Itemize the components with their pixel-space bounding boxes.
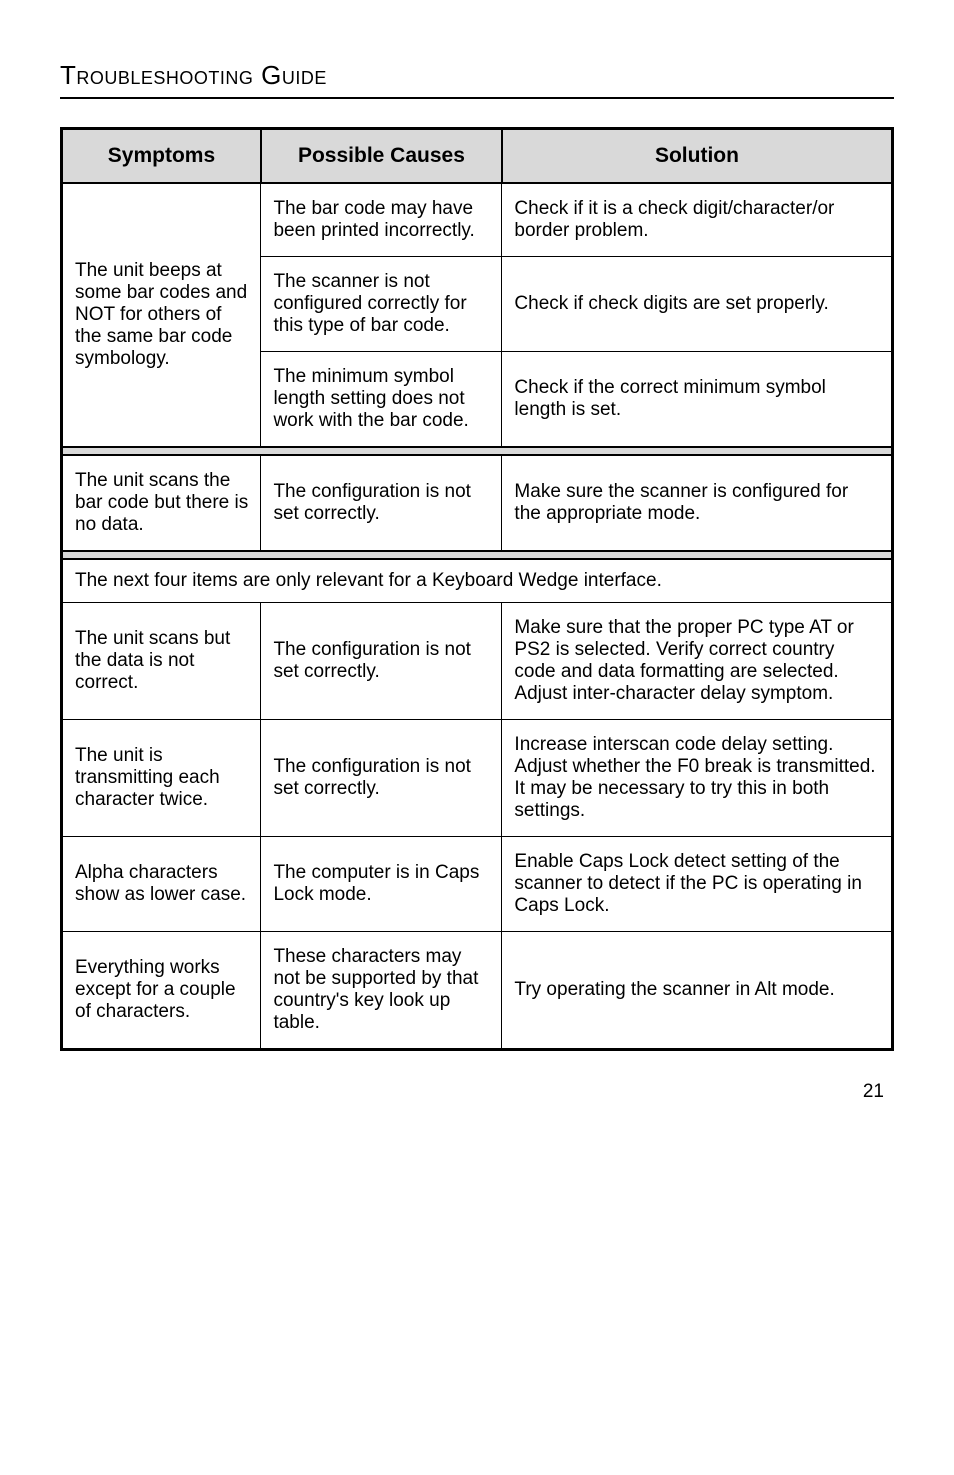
cell-symptom: Everything works except for a couple of … [62, 932, 261, 1050]
table-header-row: Symptoms Possible Causes Solution [62, 129, 893, 184]
cell-cause: These characters may not be supported by… [261, 932, 502, 1050]
table-row: The unit beeps at some bar codes and NOT… [62, 183, 893, 257]
table-spacer [62, 447, 893, 455]
cell-solution: Check if it is a check digit/character/o… [502, 183, 893, 257]
col-header-solution: Solution [502, 129, 893, 184]
table-spacer [62, 551, 893, 559]
table-row: The unit scans the bar code but there is… [62, 455, 893, 551]
cell-solution: Increase interscan code delay setting. A… [502, 720, 893, 837]
cell-cause: The configuration is not set correctly. [261, 720, 502, 837]
cell-symptom: Alpha characters show as lower case. [62, 837, 261, 932]
cell-solution: Make sure that the proper PC type AT or … [502, 603, 893, 720]
table-row: The unit scans but the data is not corre… [62, 603, 893, 720]
table-row: Everything works except for a couple of … [62, 932, 893, 1050]
section-note: The next four items are only relevant fo… [62, 559, 893, 603]
cell-cause: The minimum symbol length setting does n… [261, 352, 502, 448]
cell-cause: The bar code may have been printed incor… [261, 183, 502, 257]
troubleshooting-table: Symptoms Possible Causes Solution The un… [60, 127, 894, 1051]
page-title: Troubleshooting Guide [60, 60, 894, 99]
col-header-symptoms: Symptoms [62, 129, 261, 184]
cell-solution: Check if the correct minimum symbol leng… [502, 352, 893, 448]
cell-cause: The configuration is not set correctly. [261, 603, 502, 720]
cell-solution: Check if check digits are set properly. [502, 257, 893, 352]
col-header-causes: Possible Causes [261, 129, 502, 184]
cell-solution: Enable Caps Lock detect setting of the s… [502, 837, 893, 932]
table-row: The unit is transmitting each character … [62, 720, 893, 837]
cell-cause: The computer is in Caps Lock mode. [261, 837, 502, 932]
cell-solution: Make sure the scanner is configured for … [502, 455, 893, 551]
table-row: Alpha characters show as lower case. The… [62, 837, 893, 932]
cell-solution: Try operating the scanner in Alt mode. [502, 932, 893, 1050]
page-number: 21 [60, 1081, 894, 1103]
cell-symptom: The unit is transmitting each character … [62, 720, 261, 837]
cell-symptom: The unit scans the bar code but there is… [62, 455, 261, 551]
cell-cause: The configuration is not set correctly. [261, 455, 502, 551]
section-note-row: The next four items are only relevant fo… [62, 559, 893, 603]
cell-cause: The scanner is not configured correctly … [261, 257, 502, 352]
cell-symptom: The unit scans but the data is not corre… [62, 603, 261, 720]
cell-symptom: The unit beeps at some bar codes and NOT… [62, 183, 261, 447]
